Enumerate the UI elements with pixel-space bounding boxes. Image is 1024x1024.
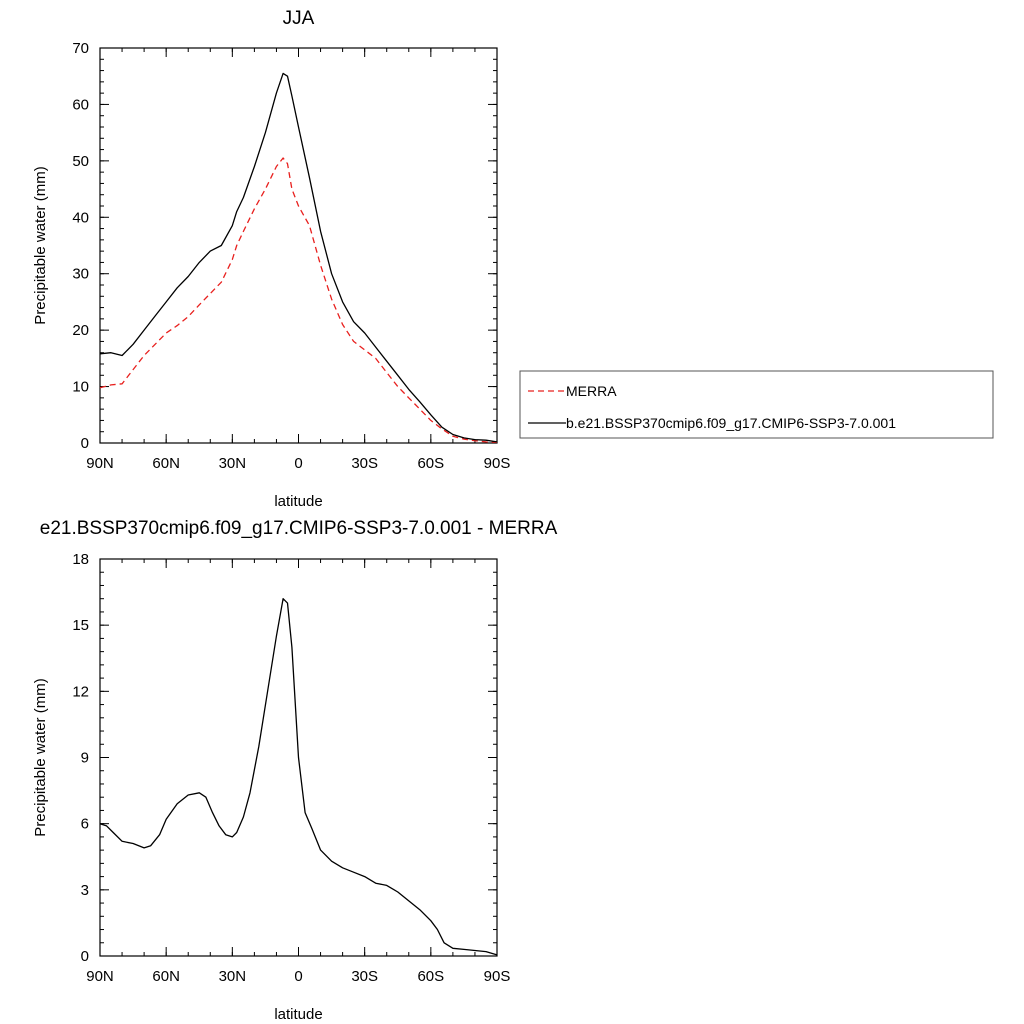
legend-box bbox=[519, 370, 994, 439]
y-tick-label: 60 bbox=[72, 96, 89, 113]
y-axis-label: Precipitable water (mm) bbox=[32, 678, 49, 836]
x-tick-label: 90N bbox=[86, 455, 114, 472]
x-axis-label: latitude bbox=[274, 493, 322, 510]
plot-frame bbox=[99, 558, 498, 957]
y-tick-label: 18 bbox=[72, 551, 89, 568]
y-tick-label: 20 bbox=[72, 322, 89, 339]
top-panel: JJA 90N 60N 30N 0 30S 60S 90S 0 10 20 30 40 50 60 70 lat… bbox=[32, 8, 510, 510]
y-tick-label: 15 bbox=[72, 617, 89, 634]
y-tick-label: 30 bbox=[72, 266, 89, 283]
y-tick-label: 10 bbox=[72, 379, 89, 396]
series-line-0 bbox=[99, 157, 498, 444]
series-line-0 bbox=[99, 598, 498, 956]
chart-title: JJA bbox=[283, 8, 315, 29]
y-tick-label: 50 bbox=[72, 153, 89, 170]
x-axis-label: latitude bbox=[274, 1006, 322, 1023]
plot-frame bbox=[99, 47, 498, 444]
x-tick-label: 90N bbox=[86, 968, 114, 985]
x-tick-label: 60N bbox=[152, 968, 180, 985]
series-line-1 bbox=[99, 72, 498, 443]
legend-label-1: b.e21.BSSP370cmip6.f09_g17.CMIP6-SSP3-7.… bbox=[566, 415, 896, 431]
bottom-panel: e21.BSSP370cmip6.f09_g17.CMIP6-SSP3-7.0.… bbox=[32, 518, 558, 1023]
y-tick-label: 6 bbox=[81, 816, 89, 833]
x-tick-label: 0 bbox=[294, 968, 302, 985]
y-tick-label: 9 bbox=[81, 750, 89, 767]
x-tick-label: 30S bbox=[351, 455, 378, 472]
y-tick-label: 0 bbox=[81, 948, 89, 965]
chart-title: e21.BSSP370cmip6.f09_g17.CMIP6-SSP3-7.0.… bbox=[40, 518, 558, 539]
x-tick-label: 90S bbox=[484, 968, 511, 985]
x-tick-label: 0 bbox=[294, 455, 302, 472]
x-tick-label: 60S bbox=[417, 968, 444, 985]
legend-label-0: MERRA bbox=[566, 383, 617, 399]
x-tick-label: 30N bbox=[219, 968, 247, 985]
y-axis-label: Precipitable water (mm) bbox=[32, 166, 49, 324]
y-tick-label: 12 bbox=[72, 683, 89, 700]
y-tick-label: 3 bbox=[81, 882, 89, 899]
y-tick-label: 40 bbox=[72, 209, 89, 226]
x-tick-label: 60S bbox=[417, 455, 444, 472]
x-tick-label: 30S bbox=[351, 968, 378, 985]
x-tick-label: 60N bbox=[152, 455, 180, 472]
legend: MERRA b.e21.BSSP370cmip6.f09_g17.CMIP6-SS… bbox=[519, 370, 994, 439]
y-tick-label: 70 bbox=[72, 40, 89, 57]
y-tick-label: 0 bbox=[81, 435, 89, 452]
x-tick-label: 30N bbox=[219, 455, 247, 472]
x-tick-label: 90S bbox=[484, 455, 511, 472]
